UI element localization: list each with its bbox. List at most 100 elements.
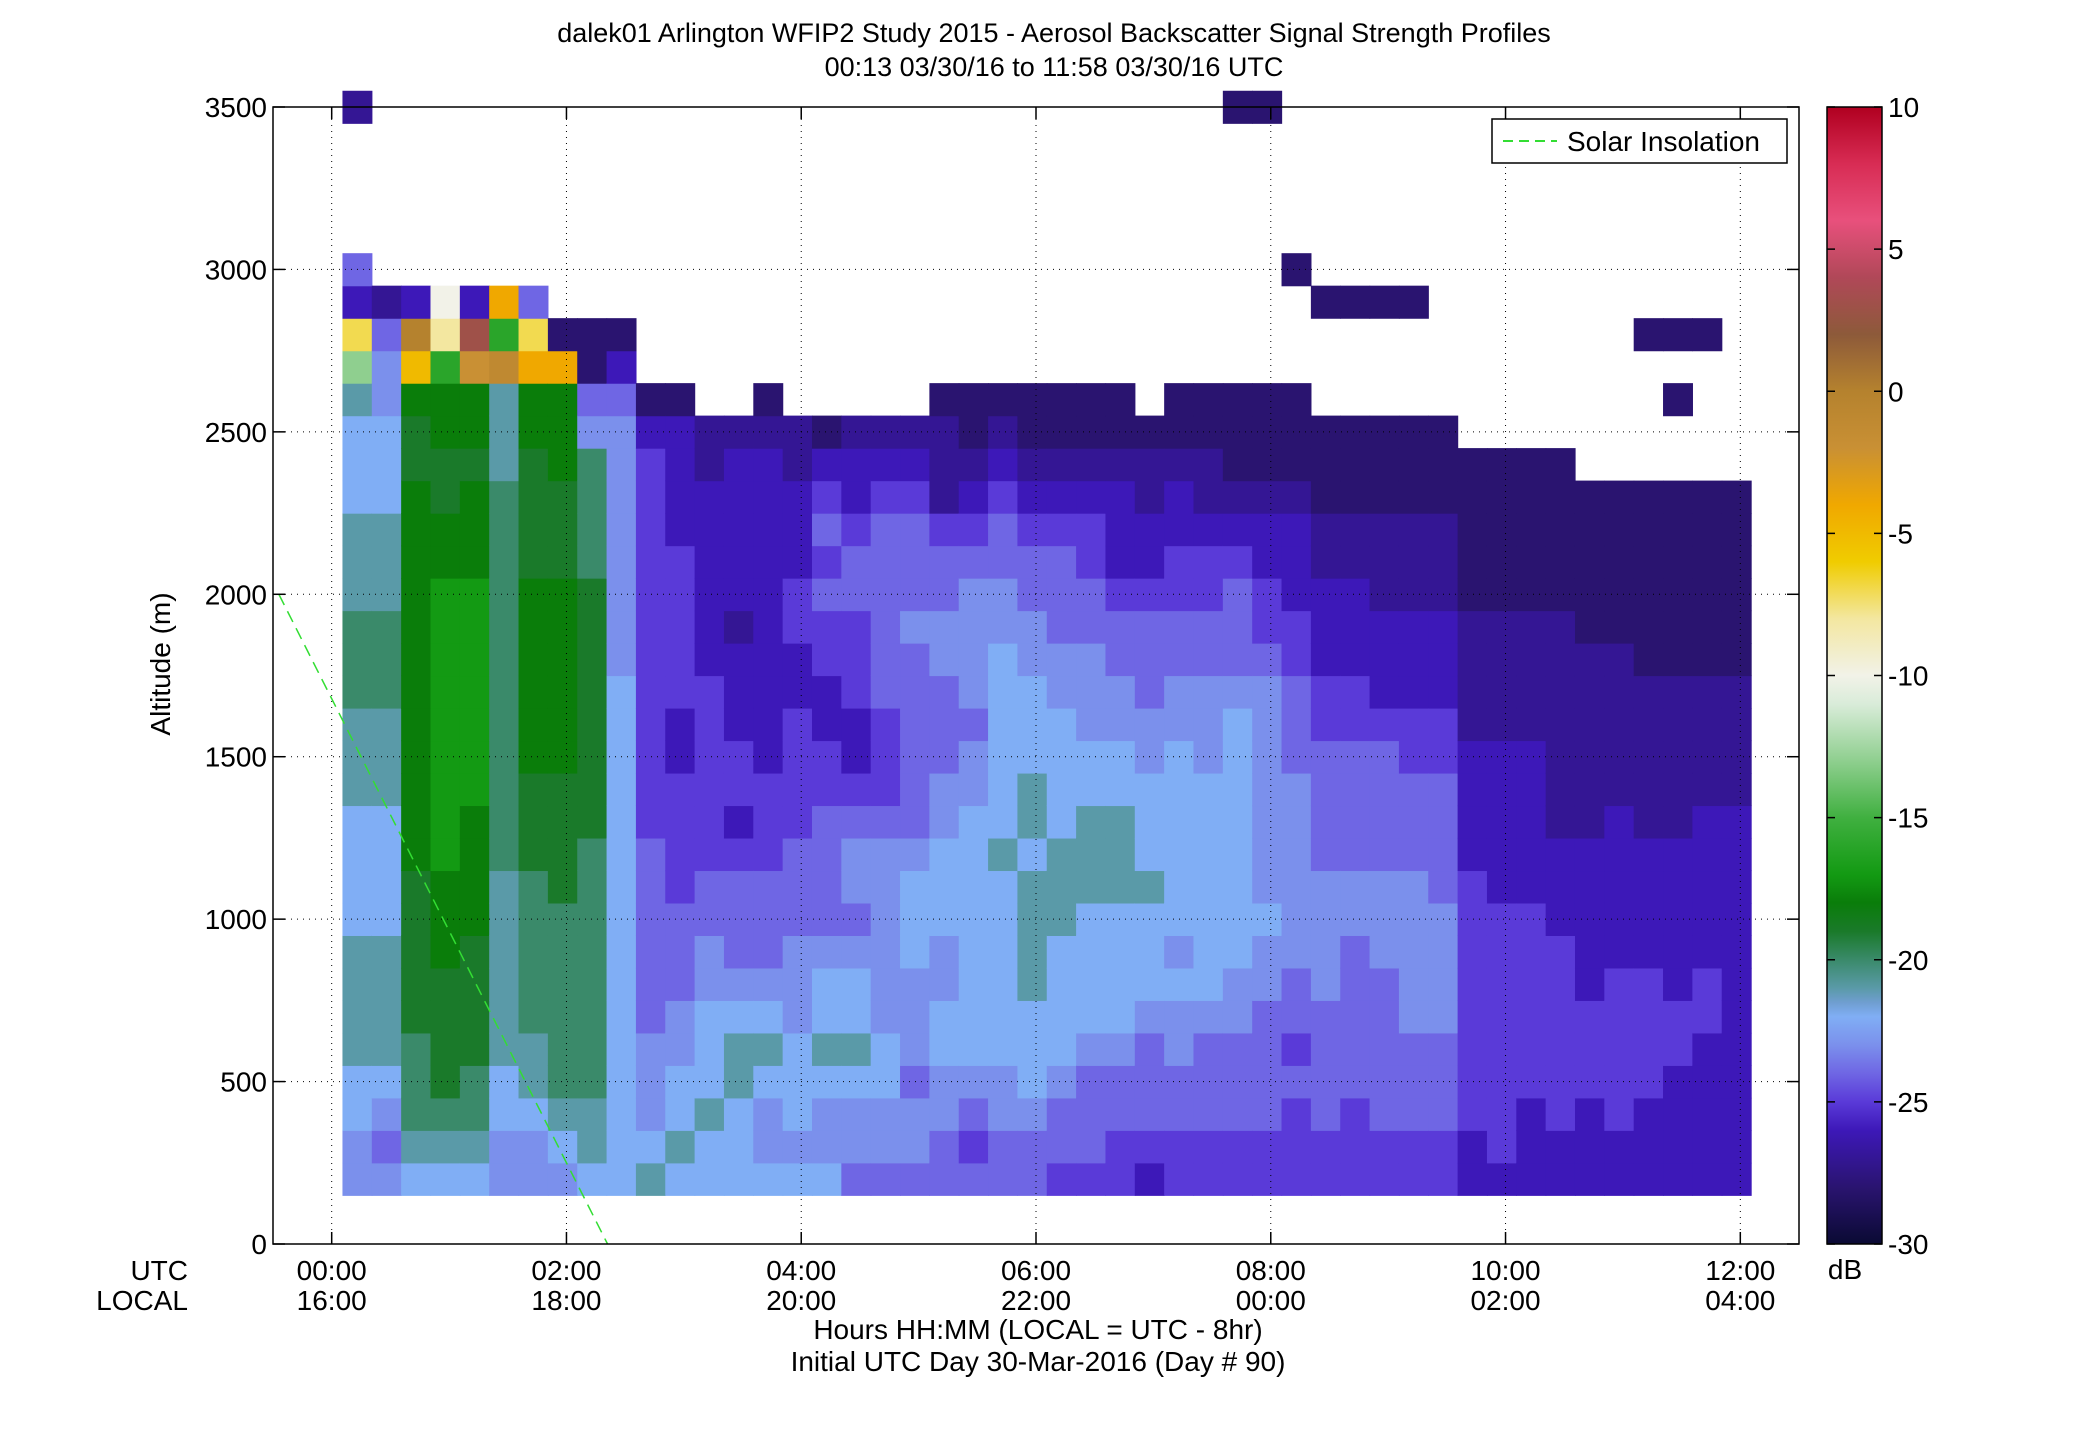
heatmap-cell xyxy=(1574,545,1605,579)
heatmap-cell xyxy=(1574,1000,1605,1034)
heatmap-cell xyxy=(870,1000,901,1034)
heatmap-cell xyxy=(430,318,461,352)
heatmap-cell xyxy=(1252,1097,1283,1131)
heatmap-cell xyxy=(988,870,1019,904)
heatmap-cell xyxy=(577,1162,608,1196)
heatmap-cell xyxy=(547,350,578,384)
heatmap-cell xyxy=(1017,448,1048,482)
heatmap-cell xyxy=(1340,285,1371,319)
heatmap-cell xyxy=(459,707,490,742)
heatmap-cell xyxy=(1046,578,1077,612)
heatmap-cell xyxy=(870,837,901,872)
heatmap-cell xyxy=(1633,1097,1664,1131)
heatmap-cell xyxy=(1692,1000,1723,1034)
heatmap-cell xyxy=(401,1065,432,1099)
heatmap-cell xyxy=(1164,870,1195,904)
heatmap-cell xyxy=(929,578,960,612)
heatmap-cell xyxy=(1281,707,1312,742)
heatmap-cell xyxy=(811,870,842,904)
heatmap-cell xyxy=(518,870,549,904)
heatmap-cell xyxy=(1222,1032,1253,1066)
heatmap-cell xyxy=(577,837,608,872)
heatmap-cell xyxy=(1222,1162,1253,1196)
heatmap-cell xyxy=(1281,1032,1312,1066)
heatmap-cell xyxy=(841,772,872,807)
heatmap-cell xyxy=(1369,902,1400,936)
heatmap-cell xyxy=(1193,707,1224,742)
heatmap-cell xyxy=(1486,837,1517,872)
heatmap-cell xyxy=(958,675,989,709)
heatmap-cell xyxy=(1105,967,1136,1001)
heatmap-cell xyxy=(665,772,696,807)
heatmap-cell xyxy=(1281,1130,1312,1164)
heatmap-cell xyxy=(1222,707,1253,742)
heatmap-cell xyxy=(401,1130,432,1164)
heatmap-cell xyxy=(841,837,872,872)
heatmap-cell xyxy=(1457,448,1488,482)
heatmap-cell xyxy=(723,837,754,872)
heatmap-cell xyxy=(1721,610,1752,644)
heatmap-cell xyxy=(988,545,1019,579)
heatmap-cell xyxy=(870,1032,901,1066)
heatmap-cell xyxy=(1486,967,1517,1001)
heatmap-cell xyxy=(1134,675,1165,709)
heatmap-cell xyxy=(489,1162,520,1196)
heatmap-cell xyxy=(723,1097,754,1131)
heatmap-cell xyxy=(518,675,549,709)
heatmap-cell xyxy=(577,1097,608,1131)
heatmap-cell xyxy=(1428,1162,1459,1196)
heatmap-cell xyxy=(1164,675,1195,709)
heatmap-cell xyxy=(1604,1032,1635,1066)
heatmap-cell xyxy=(1105,740,1136,774)
heatmap-cell xyxy=(1222,837,1253,872)
heatmap-cell xyxy=(1516,578,1547,612)
heatmap-cell xyxy=(1428,1000,1459,1034)
heatmap-cell xyxy=(1692,480,1723,514)
heatmap-cell xyxy=(1017,772,1048,807)
heatmap-cell xyxy=(841,707,872,742)
heatmap-cell xyxy=(518,935,549,969)
heatmap-cell xyxy=(811,513,842,547)
heatmap-cell xyxy=(1428,643,1459,677)
heatmap-cell xyxy=(342,1130,373,1164)
heatmap-cell xyxy=(1633,1000,1664,1034)
heatmap-cell xyxy=(1252,772,1283,807)
y-tick-label: 3500 xyxy=(205,92,267,123)
heatmap-cell xyxy=(401,1162,432,1196)
heatmap-cell xyxy=(841,1065,872,1099)
heatmap-cell xyxy=(1017,545,1048,579)
heatmap-cell xyxy=(694,837,725,872)
heatmap-cell xyxy=(635,870,666,904)
heatmap-cell xyxy=(1310,740,1341,774)
heatmap-cell xyxy=(635,643,666,677)
heatmap-cell xyxy=(1310,415,1341,449)
heatmap-cell xyxy=(753,545,784,579)
heatmap-cell xyxy=(811,480,842,514)
heatmap-cell xyxy=(1428,480,1459,514)
heatmap-cell xyxy=(841,967,872,1001)
heatmap-cell xyxy=(577,1000,608,1034)
colorbar-tick-label: -25 xyxy=(1888,1087,1928,1118)
heatmap-cell xyxy=(1164,1032,1195,1066)
heatmap-cell xyxy=(1105,1130,1136,1164)
heatmap-cell xyxy=(489,1130,520,1164)
heatmap-cell xyxy=(1076,1162,1107,1196)
heatmap-cell xyxy=(1457,480,1488,514)
heatmap-cell xyxy=(1193,870,1224,904)
heatmap-cell xyxy=(1486,1130,1517,1164)
heatmap-cell xyxy=(1369,578,1400,612)
heatmap-cell xyxy=(1134,1097,1165,1131)
heatmap-cell xyxy=(841,1130,872,1164)
heatmap-cell xyxy=(665,902,696,936)
heatmap-cell xyxy=(1164,1097,1195,1131)
heatmap-cell xyxy=(1193,805,1224,839)
heatmap-cell xyxy=(547,740,578,774)
heatmap-cell xyxy=(1017,513,1048,547)
heatmap-cell xyxy=(1164,772,1195,807)
heatmap-cell xyxy=(1486,1097,1517,1131)
heatmap-cell xyxy=(577,707,608,742)
heatmap-cell xyxy=(1076,1130,1107,1164)
heatmap-cell xyxy=(459,935,490,969)
heatmap-cell xyxy=(489,870,520,904)
heatmap-cell xyxy=(1340,675,1371,709)
